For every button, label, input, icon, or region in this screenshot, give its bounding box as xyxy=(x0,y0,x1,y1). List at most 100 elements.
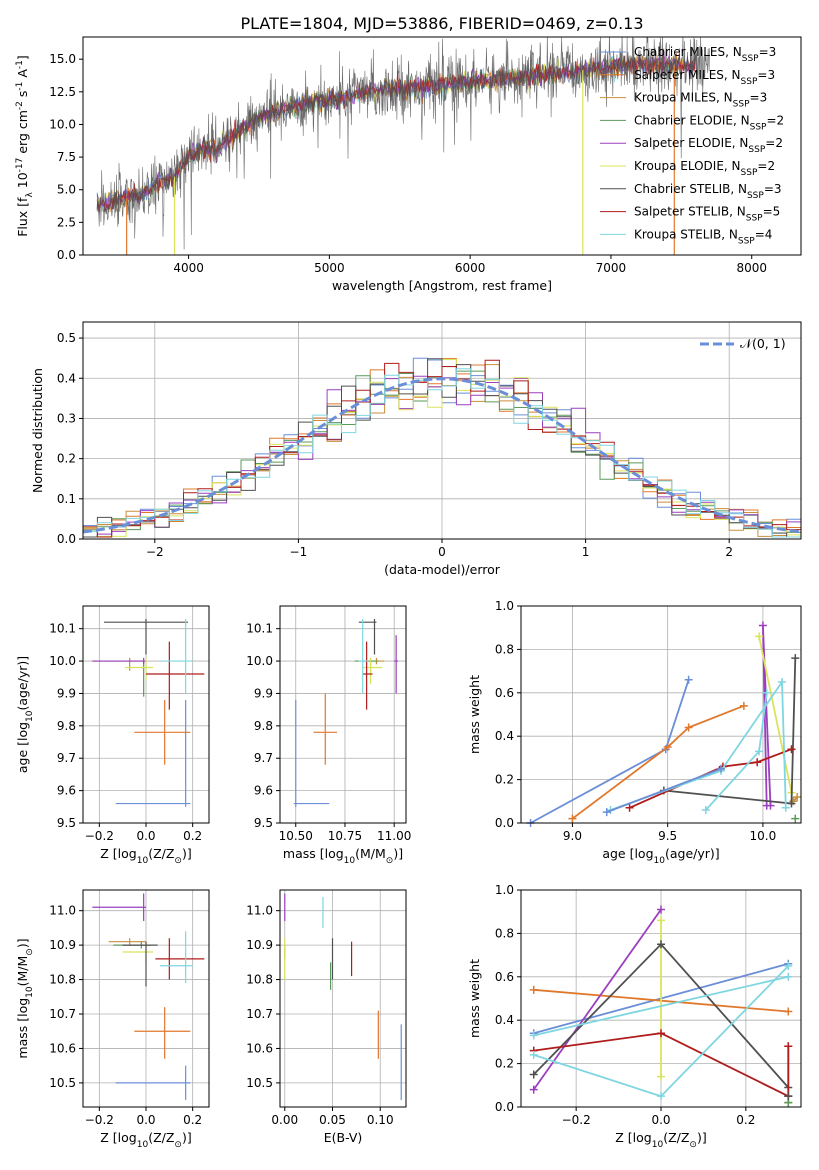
error-bar xyxy=(115,699,191,807)
x-tick-label: −2 xyxy=(146,545,164,559)
weight-marker xyxy=(784,1092,793,1101)
y-tick-label: 10.1 xyxy=(49,622,76,636)
error-bar xyxy=(362,641,373,710)
x-tick-label: 11.00 xyxy=(377,829,411,843)
y-tick-label: 1.0 xyxy=(495,883,514,897)
figure-title: PLATE=1804, MJD=53886, FIBERID=0469, z=0… xyxy=(240,14,643,33)
y-tick-label: 10.6 xyxy=(49,1041,76,1055)
weight-marker xyxy=(657,916,665,925)
y-tick-label: 10.6 xyxy=(246,1041,273,1055)
y-tick-label: 5.0 xyxy=(57,183,76,197)
y-tick-label: 10.9 xyxy=(49,938,76,952)
x-tick-label: 0.2 xyxy=(736,1113,755,1127)
weight-marker xyxy=(791,814,800,823)
y-axis-label: mass [log10(M/M⊙)] xyxy=(15,938,35,1058)
weight-marker xyxy=(755,632,764,641)
y-tick-label: 0.2 xyxy=(495,773,514,787)
x-tick-label: 0.2 xyxy=(183,829,202,843)
weight-marker xyxy=(784,961,793,970)
weight-marker xyxy=(684,675,693,684)
weight-marker xyxy=(602,808,611,817)
weight-marker xyxy=(529,1070,538,1079)
error-bar xyxy=(92,893,146,921)
weight-marker xyxy=(781,803,790,812)
y-tick-label: 9.6 xyxy=(254,784,273,798)
x-tick-label: 1 xyxy=(582,545,590,559)
weight-marker xyxy=(529,1050,538,1059)
x-axis-label: Z [log10(Z/Z⊙)] xyxy=(100,1130,191,1150)
y-tick-label: 0.4 xyxy=(495,729,514,743)
x-tick-label: 6000 xyxy=(455,261,486,275)
x-tick-label: 0.0 xyxy=(136,1113,155,1127)
x-tick-label: −0.2 xyxy=(562,1113,591,1127)
weight-marker xyxy=(717,764,725,773)
x-axis-label: wavelength [Angstrom, rest frame] xyxy=(332,278,552,293)
error-bar xyxy=(160,931,193,983)
legend-label: Kroupa STELIB, NSSP=4 xyxy=(634,227,772,246)
error-bar xyxy=(92,657,146,671)
y-tick-label: 9.7 xyxy=(254,751,273,765)
error-bar xyxy=(394,635,399,694)
error-bars xyxy=(284,893,402,1101)
mass-vs-EBV-panel: 0.00 0.05 0.10 10.5 10.6 10.7 10.8 10.9 11.0 E(B-… xyxy=(246,889,407,1145)
x-axis-label: age [log10(age/yr)] xyxy=(602,846,719,866)
x-tick-label: −0.2 xyxy=(85,1113,114,1127)
spectrum-legend: Chabrier MILES, NSSP=3 Salpeter MILES, NS… xyxy=(600,45,784,246)
weight-marker xyxy=(784,1042,793,1051)
y-tick-label: 9.5 xyxy=(57,816,76,830)
spectrum-line xyxy=(96,37,710,250)
weight-line xyxy=(571,704,745,820)
histogram-step xyxy=(83,368,801,538)
error-bar xyxy=(92,657,146,665)
error-bar xyxy=(134,1007,191,1059)
error-bar xyxy=(141,661,146,697)
weight-marker xyxy=(758,621,767,630)
error-bar xyxy=(293,699,330,807)
weight-lines xyxy=(526,621,802,827)
error-bar xyxy=(146,641,205,710)
y-tick-label: 10.1 xyxy=(246,622,273,636)
x-axis-label: (data-model)/error xyxy=(384,562,501,577)
x-tick-label: 4000 xyxy=(173,261,204,275)
error-bar xyxy=(122,941,158,987)
error-bar xyxy=(313,693,338,765)
error-bars xyxy=(92,618,205,807)
y-axis-label: Normed distribution xyxy=(30,368,45,493)
x-axis-label: E(B-V) xyxy=(324,1130,363,1145)
weight-marker xyxy=(787,745,796,754)
weight-marker xyxy=(755,747,764,756)
y-tick-label: 11.0 xyxy=(246,904,273,918)
mass-vs-Z-panel: −0.2 0.0 0.2 10.5 10.6 10.7 10.8 10.9 11.0 Z [log… xyxy=(15,889,210,1150)
x-tick-label: 7000 xyxy=(596,261,627,275)
weight-marker xyxy=(568,814,577,823)
y-tick-label: 10.8 xyxy=(246,973,273,987)
y-tick-label: 10.8 xyxy=(49,973,76,987)
x-tick-label: 5000 xyxy=(314,261,345,275)
y-tick-label: 0.6 xyxy=(495,686,514,700)
y-tick-label: 0.0 xyxy=(495,816,514,830)
y-tick-label: 0.1 xyxy=(57,492,76,506)
weight-marker xyxy=(766,801,775,810)
y-tick-label: 11.0 xyxy=(49,904,76,918)
error-bar xyxy=(104,618,188,655)
weight-marker xyxy=(657,905,665,914)
y-tick-label: 9.8 xyxy=(254,719,273,733)
legend-label: Chabrier STELIB, NSSP=3 xyxy=(634,182,782,201)
error-bar xyxy=(155,938,205,980)
y-tick-label: 10.9 xyxy=(246,938,273,952)
x-tick-label: 8000 xyxy=(736,261,767,275)
weight-vs-age-panel: 9.0 9.5 10.0 0.0 0.2 0.4 0.6 0.8 1.0 age [log10(a… xyxy=(467,599,802,866)
weight-line xyxy=(532,908,662,1091)
error-bar xyxy=(362,657,383,684)
weight-marker xyxy=(784,1007,793,1016)
weight-vs-Z-panel: −0.2 0.0 0.2 0.0 0.2 0.4 0.6 0.8 1.0 Z [log10(Z/Z… xyxy=(467,883,802,1150)
x-tick-label: 0.0 xyxy=(651,1113,670,1127)
histograms xyxy=(83,357,801,538)
spectrum-lines xyxy=(96,37,710,255)
error-bar xyxy=(134,699,191,765)
weight-marker xyxy=(657,1072,665,1081)
legend-label: Salpeter ELODIE, NSSP=2 xyxy=(634,136,783,155)
y-tick-label: 0.0 xyxy=(57,532,76,546)
y-tick-label: 12.5 xyxy=(49,85,76,99)
